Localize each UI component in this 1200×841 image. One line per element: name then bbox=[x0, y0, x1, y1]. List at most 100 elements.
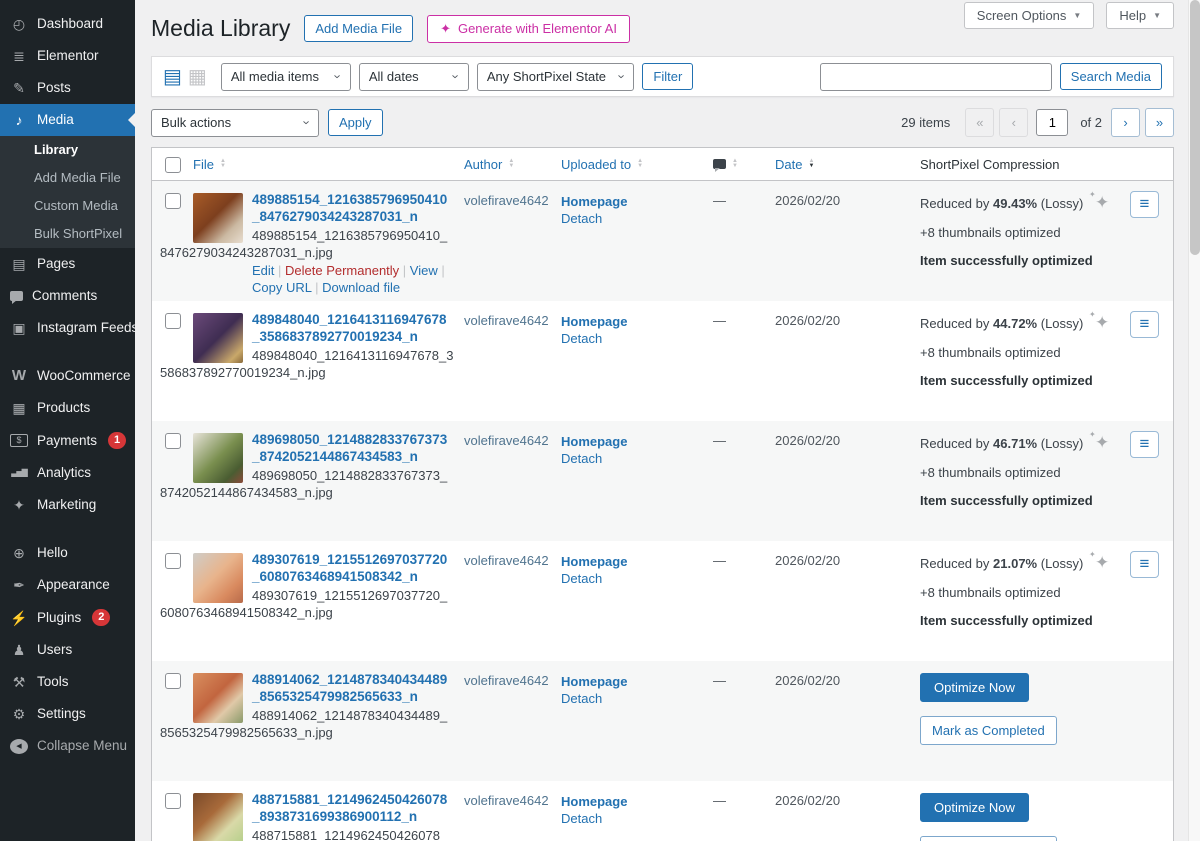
media-thumbnail[interactable] bbox=[193, 193, 243, 243]
delete-permanently-link[interactable]: Delete Permanently bbox=[285, 263, 400, 278]
author-link[interactable]: volefirave4642 bbox=[464, 673, 549, 688]
apply-button[interactable]: Apply bbox=[328, 109, 383, 136]
sidebar-item-add-media-file[interactable]: Add Media File bbox=[0, 164, 135, 192]
copy-url-link[interactable]: Copy URL bbox=[252, 280, 312, 295]
media-thumbnail[interactable] bbox=[193, 553, 243, 603]
detach-link[interactable]: Detach bbox=[561, 691, 603, 706]
media-title-link[interactable]: 488715881_1214962450426078_8938731699386… bbox=[252, 792, 448, 824]
sidebar-item-tools[interactable]: ⚒ Tools bbox=[0, 666, 135, 698]
screen-options-button[interactable]: Screen Options ▼ bbox=[963, 2, 1095, 29]
generate-with-elementor-ai-button[interactable]: ✦ Generate with Elementor AI bbox=[427, 14, 630, 43]
sidebar-item-settings[interactable]: ⚙ Settings bbox=[0, 698, 135, 730]
detach-link[interactable]: Detach bbox=[561, 211, 603, 226]
view-link[interactable]: View bbox=[409, 263, 438, 278]
last-page-button[interactable]: » bbox=[1145, 108, 1174, 137]
grid-view-icon[interactable]: ▦ bbox=[187, 65, 207, 88]
sort-by-author-header[interactable]: Author bbox=[464, 156, 503, 172]
sidebar-item-media[interactable]: ♪ Media bbox=[0, 104, 135, 136]
media-thumbnail[interactable] bbox=[193, 793, 243, 841]
sidebar-item-library[interactable]: Library bbox=[0, 136, 135, 164]
author-link[interactable]: volefirave4642 bbox=[464, 193, 549, 208]
sidebar-item-payments[interactable]: $ Payments 1 bbox=[0, 424, 135, 457]
row-menu-button[interactable]: ≡ bbox=[1130, 431, 1159, 458]
sidebar-item-users[interactable]: ♟ Users bbox=[0, 634, 135, 666]
author-link[interactable]: volefirave4642 bbox=[464, 433, 549, 448]
list-view-icon[interactable]: ▤ bbox=[163, 65, 182, 88]
row-checkbox[interactable] bbox=[165, 313, 181, 329]
detach-link[interactable]: Detach bbox=[561, 451, 603, 466]
media-thumbnail[interactable] bbox=[193, 313, 243, 363]
select-all-checkbox[interactable] bbox=[165, 157, 181, 173]
sort-by-file-header[interactable]: File bbox=[193, 156, 214, 172]
media-thumbnail[interactable] bbox=[193, 673, 243, 723]
mark-as-completed-button[interactable]: Mark as Completed bbox=[920, 836, 1057, 841]
mark-as-completed-button[interactable]: Mark as Completed bbox=[920, 716, 1057, 745]
optimize-now-button[interactable]: Optimize Now bbox=[920, 673, 1029, 702]
sidebar-item-instagram-feeds[interactable]: ▣ Instagram Feeds bbox=[0, 312, 138, 344]
bulk-actions-select[interactable]: Bulk actions › bbox=[151, 108, 319, 137]
sidebar-item-dashboard[interactable]: ◴ Dashboard bbox=[0, 8, 135, 40]
row-checkbox[interactable] bbox=[165, 553, 181, 569]
media-type-filter-select[interactable]: All media items › bbox=[220, 62, 351, 91]
sidebar-item-bulk-shortpixel[interactable]: Bulk ShortPixel bbox=[0, 220, 135, 248]
author-link[interactable]: volefirave4642 bbox=[464, 313, 549, 328]
sort-by-uploaded-to-header[interactable]: Uploaded to bbox=[561, 156, 632, 172]
sidebar-item-custom-media[interactable]: Custom Media bbox=[0, 192, 135, 220]
sidebar-item-products[interactable]: ▦ Products bbox=[0, 392, 135, 424]
media-title-link[interactable]: 489885154_1216385796950410_8476279034243… bbox=[252, 192, 448, 224]
sidebar-item[interactable] bbox=[0, 344, 135, 360]
row-menu-button[interactable]: ≡ bbox=[1130, 191, 1159, 218]
optimize-now-button[interactable]: Optimize Now bbox=[920, 793, 1029, 822]
media-title-link[interactable]: 489307619_1215512697037720_6080763468941… bbox=[252, 552, 448, 584]
author-link[interactable]: volefirave4642 bbox=[464, 553, 549, 568]
uploaded-to-link[interactable]: Homepage bbox=[561, 794, 628, 809]
uploaded-to-link[interactable]: Homepage bbox=[561, 674, 628, 689]
media-title-link[interactable]: 489698050_1214882833767373_8742052144867… bbox=[252, 432, 448, 464]
comments-column-icon[interactable] bbox=[713, 159, 726, 172]
detach-link[interactable]: Detach bbox=[561, 331, 603, 346]
search-input[interactable] bbox=[819, 62, 1052, 91]
uploaded-to-link[interactable]: Homepage bbox=[561, 554, 628, 569]
current-page-input[interactable] bbox=[1036, 109, 1069, 136]
uploaded-to-link[interactable]: Homepage bbox=[561, 194, 628, 209]
sidebar-item-marketing[interactable]: ✦ Marketing bbox=[0, 489, 135, 521]
sidebar-item-appearance[interactable]: ✒ Appearance bbox=[0, 569, 135, 601]
row-checkbox[interactable] bbox=[165, 193, 181, 209]
uploaded-to-link[interactable]: Homepage bbox=[561, 314, 628, 329]
shortpixel-state-filter-select[interactable]: Any ShortPixel State › bbox=[476, 62, 635, 91]
sidebar-item-woocommerce[interactable]: W WooCommerce bbox=[0, 360, 135, 392]
row-checkbox[interactable] bbox=[165, 433, 181, 449]
sidebar-item-hello[interactable]: ⊕ Hello bbox=[0, 537, 135, 569]
uploaded-to-link[interactable]: Homepage bbox=[561, 434, 628, 449]
download-file-link[interactable]: Download file bbox=[322, 280, 401, 295]
search-media-button[interactable]: Search Media bbox=[1059, 63, 1162, 90]
row-menu-button[interactable]: ≡ bbox=[1130, 311, 1159, 338]
media-thumbnail[interactable] bbox=[193, 433, 243, 483]
sidebar-item[interactable] bbox=[0, 521, 135, 537]
sidebar-item-plugins[interactable]: ⚡ Plugins 2 bbox=[0, 601, 135, 634]
row-checkbox[interactable] bbox=[165, 793, 181, 809]
help-button[interactable]: Help ▼ bbox=[1106, 2, 1174, 29]
author-link[interactable]: volefirave4642 bbox=[464, 793, 549, 808]
detach-link[interactable]: Detach bbox=[561, 571, 603, 586]
sidebar-item-comments[interactable]: Comments bbox=[0, 280, 135, 312]
detach-link[interactable]: Detach bbox=[561, 811, 603, 826]
date-filter-select[interactable]: All dates › bbox=[358, 62, 469, 91]
sidebar-item-elementor[interactable]: ≣ Elementor bbox=[0, 40, 135, 72]
sidebar-item-posts[interactable]: ✎ Posts bbox=[0, 72, 135, 104]
prev-page-button[interactable]: ‹ bbox=[999, 108, 1029, 137]
add-media-file-button[interactable]: Add Media File bbox=[304, 15, 414, 42]
sort-by-date-header[interactable]: Date bbox=[775, 156, 803, 172]
next-page-button[interactable]: › bbox=[1111, 108, 1140, 137]
media-title-link[interactable]: 488914062_1214878340434489_8565325479982… bbox=[252, 672, 448, 704]
filter-button[interactable]: Filter bbox=[642, 63, 694, 90]
media-title-link[interactable]: 489848040_1216413116947678_3586837892770… bbox=[252, 312, 447, 344]
row-checkbox[interactable] bbox=[165, 673, 181, 689]
sidebar-item-analytics[interactable]: ▃▅▇ Analytics bbox=[0, 457, 135, 489]
sidebar-item-pages[interactable]: ▤ Pages bbox=[0, 248, 135, 280]
first-page-button[interactable]: « bbox=[965, 108, 995, 137]
sidebar-item-collapse-menu[interactable]: ◀ Collapse Menu bbox=[0, 730, 135, 762]
row-menu-button[interactable]: ≡ bbox=[1130, 551, 1159, 578]
edit-link[interactable]: Edit bbox=[252, 263, 275, 278]
scrollbar-thumb[interactable] bbox=[1190, 0, 1200, 255]
